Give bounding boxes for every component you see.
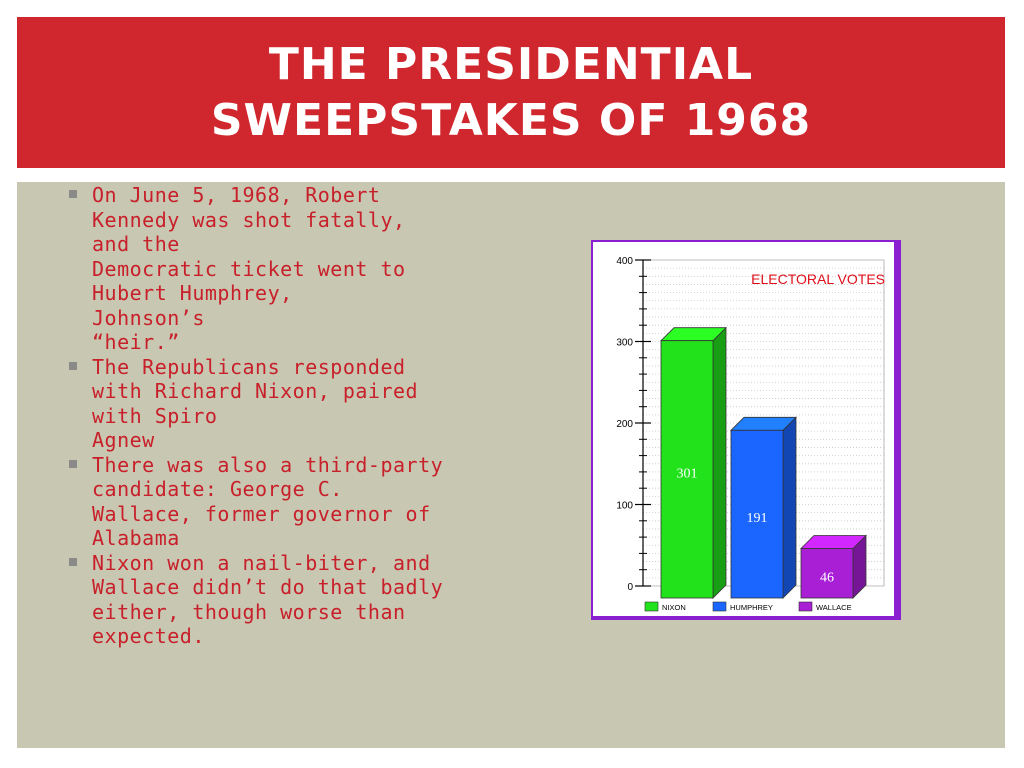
bullet-line: expected.	[92, 624, 205, 648]
bullet-line: with Richard Nixon, paired	[92, 379, 419, 403]
bullet-line: The Republicans responded	[92, 354, 406, 379]
title-line: SWEEPSTAKES OF 1968	[210, 94, 812, 146]
bullet-line: Nixon won a nail-biter, and	[92, 550, 431, 575]
legend-label: WALLACE	[816, 603, 852, 612]
legend-label: NIXON	[662, 603, 686, 612]
bullet-item: On June 5, 1968, Robert Kennedy was shot…	[66, 183, 506, 355]
bullet-line: Johnson’s	[92, 305, 205, 330]
bar-humphrey	[730, 429, 784, 599]
title-line: THE PRESIDENTIAL	[268, 38, 754, 90]
bar-value-label: 46	[820, 570, 834, 585]
y-tick-label: 300	[616, 338, 633, 349]
bar-wallace	[800, 548, 854, 599]
bullet-line: candidate: George C.	[92, 477, 343, 501]
title-band: THE PRESIDENTIAL SWEEPSTAKES OF 1968	[17, 17, 1005, 168]
bullet-line: and the	[92, 232, 180, 256]
bar-value-label: 191	[747, 511, 768, 526]
bullet-line: On June 5, 1968, Robert	[92, 183, 381, 207]
bullet-line: Hubert Humphrey,	[92, 281, 293, 305]
bullet-item: There was also a third-party candidate: …	[66, 453, 506, 551]
bar-value-label: 301	[677, 466, 698, 481]
bullet-line: Wallace didn’t do that badly	[92, 575, 444, 599]
y-tick-label: 200	[616, 419, 633, 430]
bullet-line: Agnew	[92, 428, 155, 452]
bullet-line: Kennedy was shot fatally,	[92, 207, 406, 232]
bar-side	[782, 416, 797, 599]
y-tick-label: 400	[616, 256, 633, 267]
y-tick-label: 100	[616, 501, 633, 512]
legend-swatch	[798, 601, 813, 612]
bar-nixon	[660, 340, 714, 599]
chart-frame: 0 100 200 300 400 ELECTORAL VOTES 301 191 46 NIXO…	[591, 240, 901, 620]
bullet-line: Democratic ticket went to	[92, 256, 406, 281]
electoral-votes-chart: 0 100 200 300 400 ELECTORAL VOTES 301 191 46 NIXO…	[616, 256, 885, 612]
bullet-item: The Republicans responded with Richard N…	[66, 355, 506, 453]
chart-title: ELECTORAL VOTES	[751, 271, 885, 287]
bullet-line: either, though worse than	[92, 599, 406, 624]
chart-panel: 0 100 200 300 400 ELECTORAL VOTES 301 191 46 NIXO…	[593, 242, 894, 616]
bar-side	[712, 326, 727, 599]
bullet-line: There was also a third-party	[92, 452, 444, 477]
y-tick-label: 0	[627, 582, 633, 593]
slide-title: THE PRESIDENTIAL SWEEPSTAKES OF 1968	[211, 37, 811, 149]
bullet-line: with Spiro	[92, 403, 218, 428]
bullet-line: Alabama	[92, 526, 180, 550]
bullet-item: Nixon won a nail-biter, and Wallace didn…	[66, 551, 506, 649]
legend-label: HUMPHREY	[730, 603, 773, 612]
bullet-list: On June 5, 1968, Robert Kennedy was shot…	[66, 183, 506, 649]
legend-swatch	[644, 601, 659, 612]
bullet-line: “heir.”	[92, 330, 180, 354]
bullet-line: Wallace, former governor of	[92, 501, 431, 526]
legend-swatch	[712, 601, 727, 612]
